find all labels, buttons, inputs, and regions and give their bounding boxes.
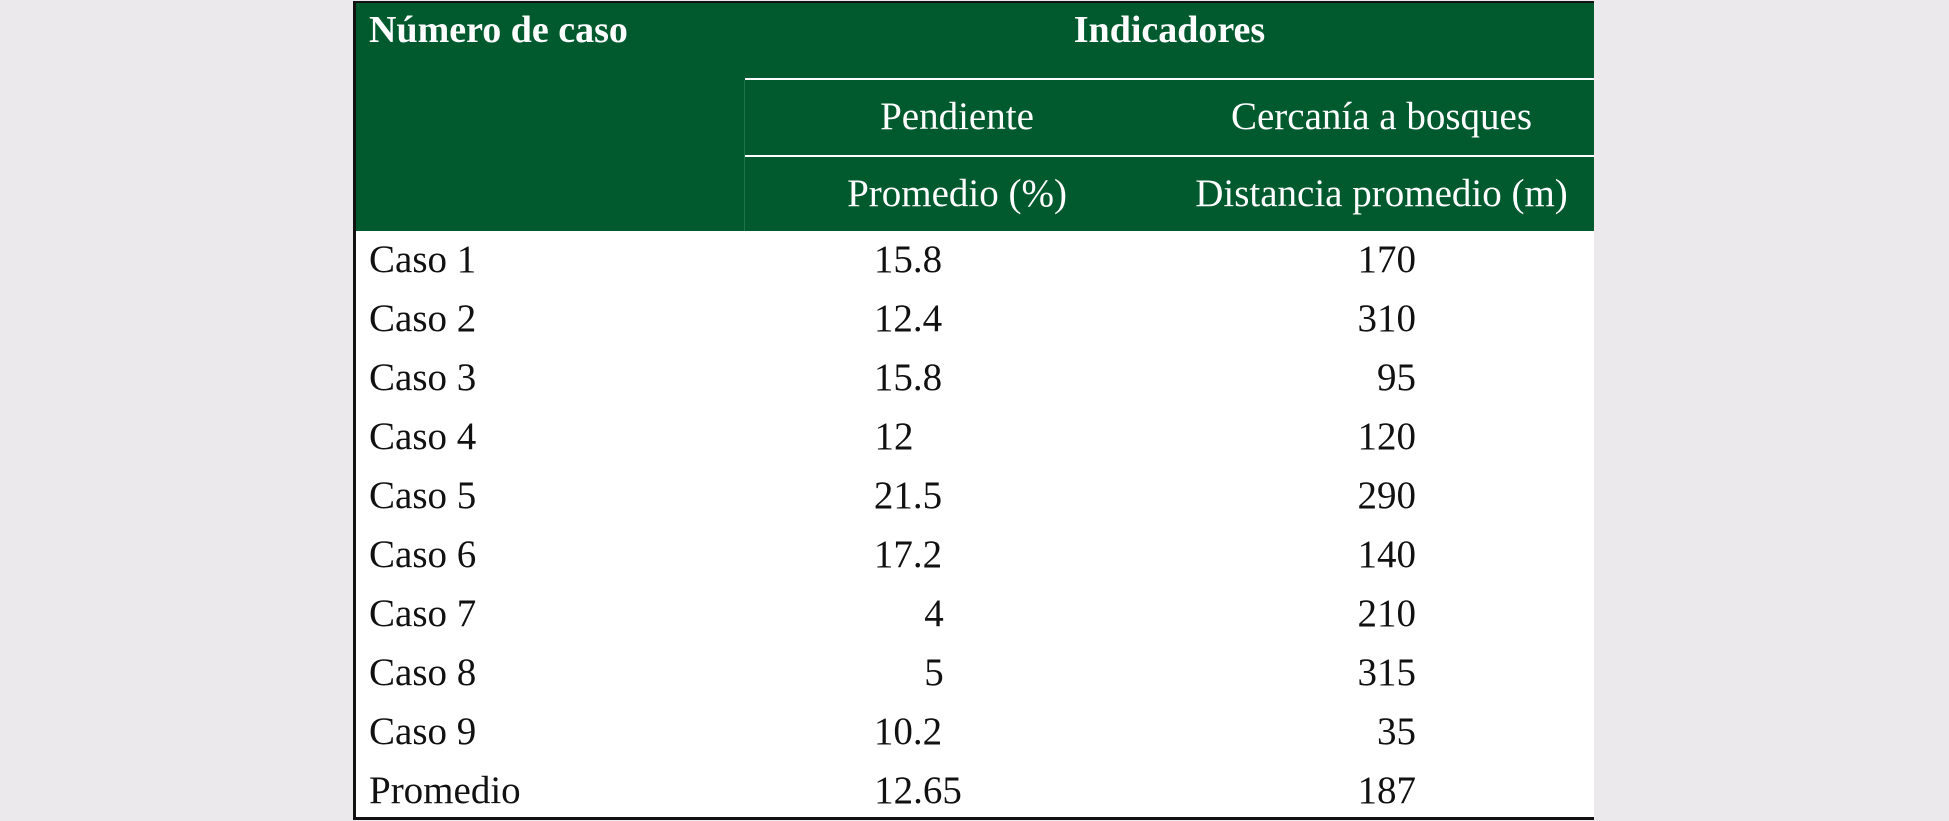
- header-slope-unit: Promedio (%): [847, 172, 1067, 215]
- row-slope-value: 10.2: [873, 710, 943, 753]
- table-row: Caso 2 12.4 310: [356, 290, 1594, 349]
- table-row: Caso 9 10.2 35: [356, 703, 1594, 762]
- header-slope-group: Pendiente: [880, 95, 1034, 138]
- row-case-name: Caso 1: [369, 238, 477, 281]
- table-row: Caso 8 5 315: [356, 644, 1594, 703]
- row-distance-value: 315: [1357, 651, 1417, 694]
- table-row: Caso 4 12 120: [356, 408, 1594, 467]
- header-divider: [745, 78, 1594, 80]
- row-case-name: Caso 9: [369, 710, 477, 753]
- row-distance-value: 35: [1377, 710, 1416, 753]
- row-slope-value: 4: [924, 592, 944, 635]
- row-distance-value: 210: [1357, 592, 1417, 635]
- row-slope-value: 21.5: [873, 474, 943, 517]
- row-case-name: Caso 7: [369, 592, 477, 635]
- row-slope-value: 5: [924, 651, 944, 694]
- row-distance-value: 95: [1377, 356, 1416, 399]
- header-forest-group: Cercanía a bosques: [1230, 95, 1533, 138]
- table-body: Caso 1 15.8 170 Caso 2 12.4 310 Caso 3 1…: [356, 231, 1594, 821]
- row-case-name: Caso 2: [369, 297, 477, 340]
- row-case-name: Promedio: [369, 769, 521, 812]
- table-row: Caso 5 21.5 290: [356, 467, 1594, 526]
- header-forest-unit: Distancia promedio (m): [1195, 172, 1568, 215]
- row-case-name: Caso 6: [369, 533, 477, 576]
- row-slope-value: 12.65: [874, 769, 962, 812]
- header-column-separator: [744, 80, 745, 231]
- table-row: Caso 1 15.8 170: [356, 231, 1594, 290]
- table-row: Caso 3 15.8 95: [356, 349, 1594, 408]
- row-distance-value: 170: [1357, 238, 1417, 281]
- table-row: Caso 7 4 210: [356, 585, 1594, 644]
- row-slope-value: 12: [874, 415, 914, 458]
- row-distance-value: 120: [1357, 415, 1417, 458]
- row-case-name: Caso 3: [369, 356, 477, 399]
- row-slope-value: 15.8: [873, 238, 943, 281]
- row-distance-value: 187: [1357, 769, 1417, 812]
- row-slope-value: 15.8: [873, 356, 943, 399]
- row-slope-value: 12.4: [873, 297, 943, 340]
- row-distance-value: 140: [1357, 533, 1417, 576]
- table-header: Número de caso Indicadores Pendiente Cer…: [356, 3, 1594, 231]
- table-row: Caso 6 17.2 140: [356, 526, 1594, 585]
- row-distance-value: 290: [1357, 474, 1417, 517]
- row-slope-value: 17.2: [873, 533, 943, 576]
- table-row-average: Promedio 12.65 187: [356, 762, 1594, 821]
- data-table: Número de caso Indicadores Pendiente Cer…: [353, 1, 1594, 820]
- header-indicators: Indicadores: [1073, 9, 1266, 51]
- row-case-name: Caso 4: [369, 415, 477, 458]
- row-case-name: Caso 8: [369, 651, 477, 694]
- header-divider: [745, 155, 1594, 157]
- row-distance-value: 310: [1357, 297, 1417, 340]
- header-case-number: Número de caso: [369, 9, 628, 51]
- row-case-name: Caso 5: [369, 474, 477, 517]
